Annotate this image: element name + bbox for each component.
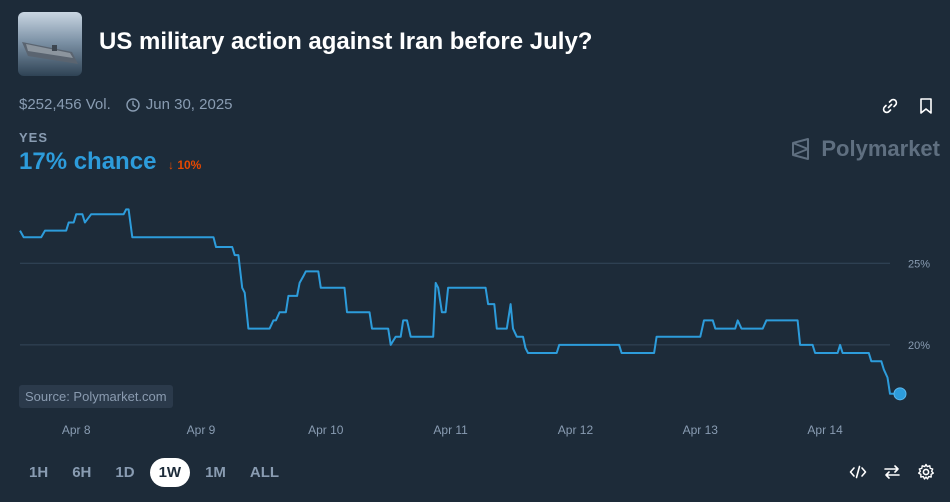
range-1h[interactable]: 1H — [29, 464, 49, 481]
range-1d[interactable]: 1D — [115, 464, 135, 481]
market-meta: $252,456 Vol. Jun 30, 2025 — [19, 96, 233, 113]
x-tick-label: Apr 12 — [558, 423, 594, 437]
x-tick-label: Apr 13 — [683, 423, 719, 437]
x-tick-label: Apr 9 — [187, 423, 216, 437]
range-all[interactable]: ALL — [249, 464, 280, 481]
price-chart: 25% 20% Apr 8 Apr 9 Apr 10 Apr 11 Apr 12 Apr 13… — [19, 208, 930, 437]
end-date-text: Jun 30, 2025 — [145, 96, 233, 113]
x-tick-label: Apr 10 — [308, 423, 344, 437]
time-range-selector: 1H 6H 1D 1W 1M ALL — [20, 458, 288, 487]
x-tick-label: Apr 11 — [433, 423, 468, 437]
market-title: US military action against Iran before J… — [99, 28, 593, 55]
polymarket-logo: Polymarket — [789, 136, 940, 162]
source-label: Source: Polymarket.com — [19, 385, 173, 408]
range-6h[interactable]: 6H — [72, 464, 92, 481]
clock-icon — [126, 97, 140, 112]
y-tick-label: 20% — [908, 340, 930, 352]
x-tick-label: Apr 8 — [62, 423, 91, 437]
market-thumbnail — [18, 12, 82, 76]
brand-name: Polymarket — [821, 136, 940, 161]
gear-icon[interactable] — [916, 462, 936, 482]
series-line — [19, 208, 900, 395]
x-tick-label: Apr 14 — [807, 423, 843, 437]
volume-text: $252,456 Vol. — [19, 96, 111, 113]
range-1m[interactable]: 1M — [205, 464, 226, 481]
chance-change: ↓ 10% — [168, 158, 202, 172]
bookmark-icon[interactable] — [916, 96, 936, 116]
swap-icon[interactable] — [882, 462, 902, 482]
code-icon[interactable] — [848, 462, 868, 482]
polymarket-icon — [792, 138, 810, 160]
current-point-marker — [893, 387, 907, 401]
range-1w[interactable]: 1W — [149, 458, 191, 487]
link-icon[interactable] — [880, 96, 900, 116]
chance-value: 17% chance — [19, 148, 157, 175]
outcome-label: YES — [19, 130, 49, 145]
y-tick-label: 25% — [908, 258, 930, 270]
